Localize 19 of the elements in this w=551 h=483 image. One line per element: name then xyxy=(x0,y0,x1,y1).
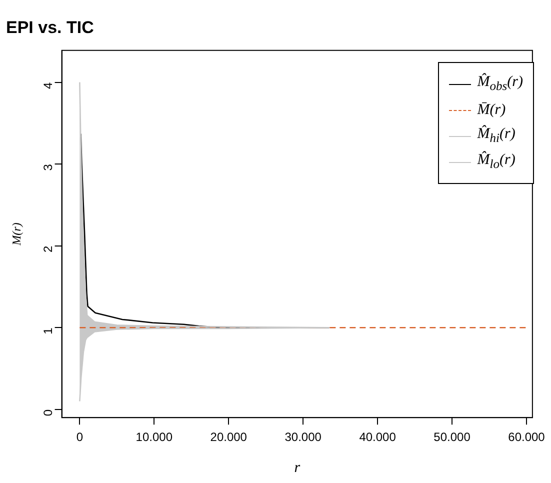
x-tick-label: 60.000 xyxy=(508,430,546,444)
x-tick-label: 30.000 xyxy=(284,430,322,444)
legend-label: M̂$_{hi}$(r) xyxy=(477,126,516,146)
chart-title: EPI vs. TIC xyxy=(6,18,94,37)
x-tick-label: 0 xyxy=(76,430,84,444)
y-tick-label: 4 xyxy=(41,82,56,89)
legend-label: M̂$_{obs}$(r) xyxy=(477,74,523,94)
y-axis-title: M(r) xyxy=(9,222,24,246)
legend-label: M̄(r) xyxy=(477,102,506,118)
x-tick-label: 50.000 xyxy=(434,430,471,444)
x-tick-label: 10.000 xyxy=(136,430,173,444)
legend-label: M̂$_{lo}$(r) xyxy=(477,152,516,172)
x-axis-title: r xyxy=(294,460,300,476)
y-tick-label: 3 xyxy=(41,164,56,171)
y-tick-label: 1 xyxy=(41,327,56,334)
y-tick-label: 2 xyxy=(41,246,56,253)
x-tick-label: 20.000 xyxy=(210,430,248,444)
x-tick-label: 40.000 xyxy=(359,430,396,444)
y-tick-label: 0 xyxy=(41,409,56,416)
